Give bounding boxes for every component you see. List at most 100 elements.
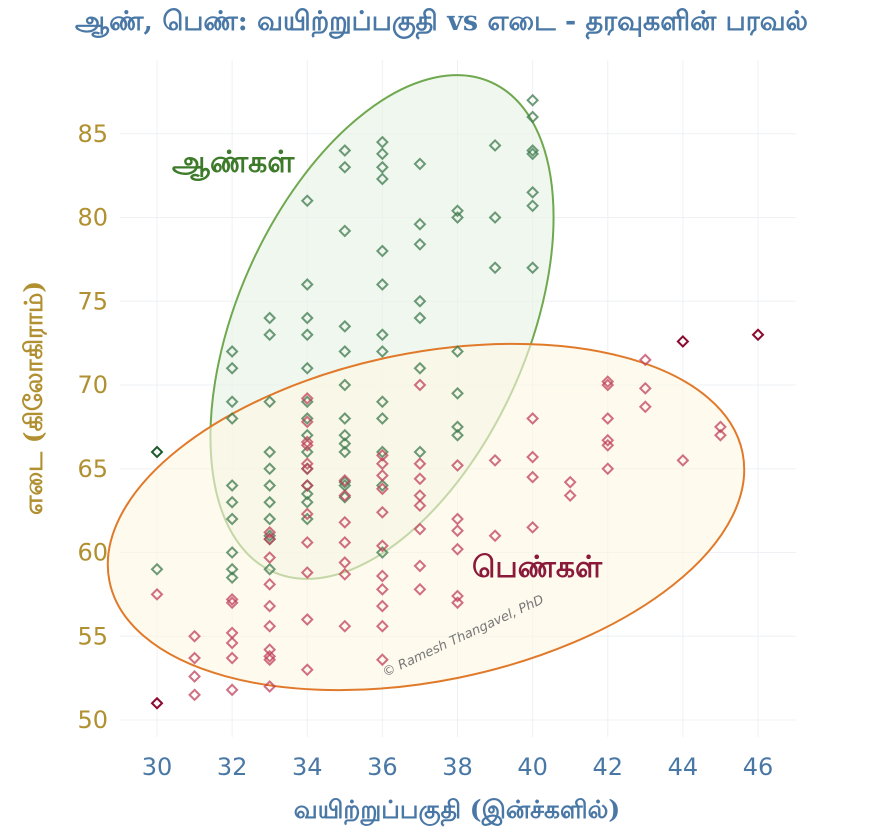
men-data-point bbox=[300, 361, 314, 375]
women-data-point bbox=[300, 435, 314, 449]
x-tick-label: 30 bbox=[142, 753, 173, 781]
men-data-point bbox=[375, 147, 389, 161]
men-data-point bbox=[488, 139, 502, 152]
men-data-point bbox=[300, 495, 314, 509]
y-tick-label: 75 bbox=[77, 287, 108, 315]
men-data-point bbox=[526, 199, 540, 213]
women-data-point bbox=[375, 448, 389, 462]
men-data-point bbox=[263, 395, 277, 409]
men-data-point bbox=[338, 412, 352, 425]
women-data-point bbox=[263, 619, 277, 633]
women-group-label: பெண்கள் bbox=[472, 550, 603, 585]
women-data-point bbox=[375, 653, 389, 667]
women-data-point bbox=[300, 566, 314, 580]
women-data-point bbox=[300, 391, 314, 405]
men-data-point bbox=[375, 546, 389, 559]
women-data-point bbox=[263, 599, 277, 613]
men-data-point bbox=[451, 204, 464, 218]
men-data-point bbox=[375, 479, 389, 492]
men-data-point bbox=[225, 361, 239, 375]
men-data-point bbox=[413, 157, 427, 171]
women-data-point bbox=[413, 559, 427, 573]
x-tick-label: 46 bbox=[743, 753, 774, 781]
women-data-point bbox=[601, 438, 615, 452]
men-group-label: ஆண்கள் bbox=[172, 145, 295, 181]
men-data-point bbox=[225, 571, 239, 585]
men-data-point bbox=[451, 386, 464, 400]
women-data-point bbox=[413, 499, 427, 513]
x-tick-label: 42 bbox=[592, 753, 623, 781]
men-data-point bbox=[300, 311, 314, 325]
women-data-point bbox=[338, 536, 352, 549]
women-data-point bbox=[714, 420, 727, 434]
women-data-point bbox=[526, 520, 540, 534]
x-tick-label: 36 bbox=[367, 753, 398, 781]
women-data-point bbox=[225, 592, 239, 606]
men-data-point bbox=[263, 328, 277, 342]
men-data-point bbox=[263, 495, 277, 509]
men-data-point bbox=[413, 217, 427, 231]
men-data-point bbox=[375, 278, 389, 291]
men-data-point bbox=[263, 445, 277, 459]
men-data-point bbox=[375, 244, 389, 258]
men-data-point bbox=[300, 328, 314, 342]
women-data-point bbox=[751, 328, 765, 342]
women-data-point bbox=[714, 428, 727, 442]
women-data-point bbox=[676, 453, 690, 467]
men-data-point bbox=[338, 319, 352, 333]
women-data-point bbox=[563, 489, 577, 502]
women-data-point bbox=[601, 378, 615, 392]
women-data-point bbox=[263, 525, 277, 539]
women-data-point bbox=[413, 472, 427, 486]
women-data-point bbox=[413, 457, 427, 471]
men-data-point bbox=[375, 395, 389, 409]
women-data-point bbox=[338, 489, 352, 502]
men-data-point bbox=[338, 160, 352, 174]
women-data-point bbox=[263, 680, 277, 693]
y-tick-label: 55 bbox=[77, 622, 108, 650]
men-data-point bbox=[375, 160, 389, 174]
women-data-point bbox=[300, 663, 314, 677]
x-tick-label: 44 bbox=[668, 753, 699, 781]
women-data-point bbox=[263, 551, 277, 564]
men-data-point bbox=[413, 311, 427, 325]
women-data-point bbox=[225, 651, 239, 665]
women-data-point bbox=[451, 524, 464, 538]
men-data-point bbox=[526, 261, 540, 275]
y-axis-ticks: 50 55 60 65 70 75 80 85 bbox=[77, 120, 108, 734]
men-data-point bbox=[413, 294, 427, 308]
women-data-point bbox=[300, 438, 314, 452]
chart-title: ஆண், பெண்: வயிற்றுப்பகுதி vs எடை - தரவுக… bbox=[75, 6, 808, 37]
men-data-point bbox=[375, 135, 389, 149]
women-data-point bbox=[150, 587, 164, 601]
men-data-point bbox=[150, 562, 164, 576]
women-data-point bbox=[263, 649, 277, 663]
men-data-point bbox=[338, 224, 352, 238]
y-tick-label: 80 bbox=[77, 204, 108, 232]
women-data-point bbox=[375, 505, 389, 519]
men-data-point bbox=[526, 110, 540, 124]
men-data-point bbox=[338, 428, 352, 442]
women-data-point bbox=[263, 532, 277, 546]
y-axis-title: எடை (கிலோகிராம்) bbox=[19, 281, 48, 515]
women-data-point bbox=[300, 479, 314, 492]
men-data-point bbox=[488, 211, 502, 224]
y-tick-label: 85 bbox=[77, 120, 108, 148]
men-data-point bbox=[338, 437, 352, 451]
men-data-point bbox=[375, 345, 389, 358]
women-data-point bbox=[338, 567, 352, 581]
men-data-point bbox=[263, 562, 277, 576]
men-data-point bbox=[451, 211, 464, 224]
men-data-point bbox=[338, 490, 352, 504]
men-data-point bbox=[413, 237, 427, 251]
men-data-point bbox=[263, 311, 277, 325]
women-data-point bbox=[413, 582, 427, 596]
women-data-point bbox=[375, 482, 389, 496]
women-data-point bbox=[413, 378, 427, 392]
women-data-point bbox=[300, 536, 314, 549]
women-data-point bbox=[451, 596, 464, 610]
y-tick-label: 60 bbox=[77, 539, 108, 567]
men-data-point bbox=[300, 278, 314, 291]
women-data-point bbox=[375, 539, 389, 553]
women-data-point bbox=[263, 577, 277, 591]
